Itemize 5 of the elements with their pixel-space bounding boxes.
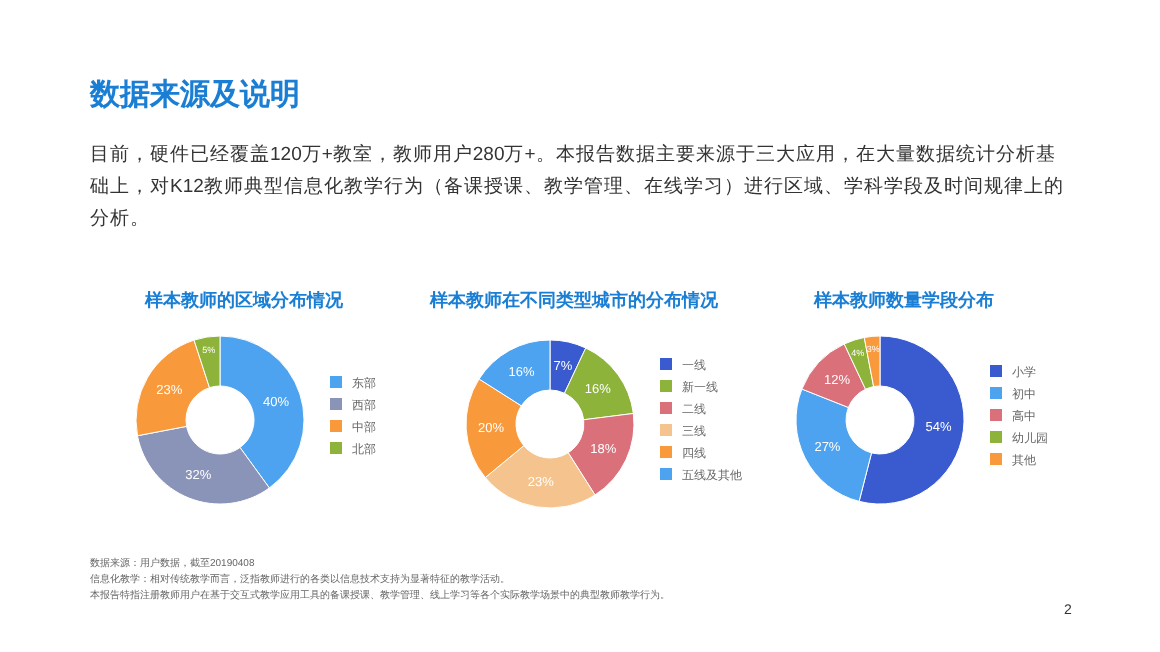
text: 数据来源及说明	[88, 78, 300, 112]
chart-title: 样本教师的区域分布情况	[143, 290, 345, 310]
chart-title: 样本教师在不同类型城市的分布情况	[428, 290, 720, 310]
text: 目前，硬件已经覆盖120万+教室，教师用户280万+。本报告数据主要来源于三大应用，在大量数据统计分析基础上，对K12教师典型信息化教学行为（备课授课、教学管理、在线学习）进行区域、学科学段及时间规律上的分析。	[88, 142, 1064, 230]
chart-title: 样本教师数量学段分布	[812, 290, 994, 310]
